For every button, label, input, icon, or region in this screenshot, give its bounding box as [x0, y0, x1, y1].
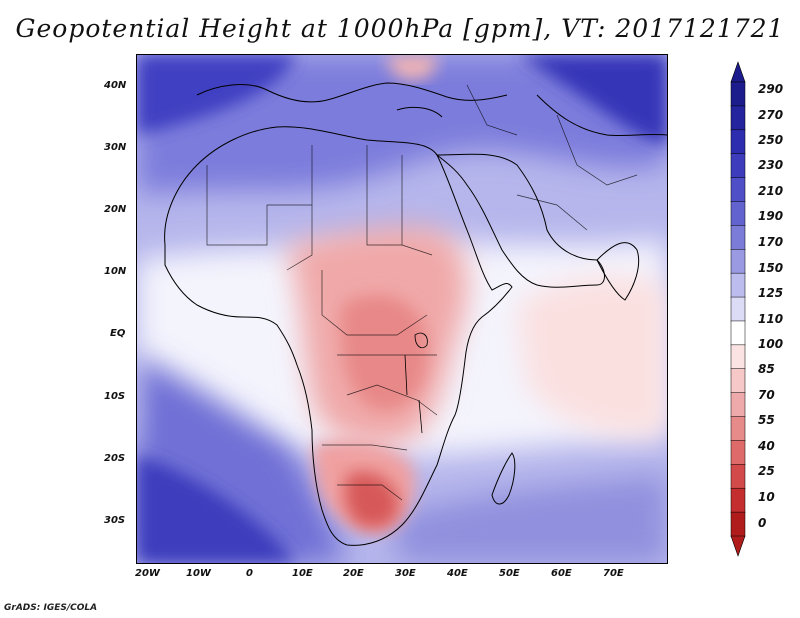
- colorbar-label-125: 125: [758, 286, 784, 300]
- colorbar-label-190: 190: [758, 209, 784, 223]
- colorbar-swatch: [730, 201, 746, 227]
- lon-label-10e: 10E: [292, 568, 313, 579]
- colorbar-label-150: 150: [758, 261, 784, 275]
- field-north-high: [137, 55, 667, 195]
- colorbar-swatch: [730, 177, 746, 203]
- field-northeast-high: [517, 55, 667, 145]
- lon-label-10w: 10W: [186, 568, 211, 579]
- field-kalahari-low: [344, 471, 399, 529]
- colorbar-swatch: [730, 487, 746, 513]
- lakes: [404, 332, 428, 434]
- lon-label-60e: 60E: [551, 568, 572, 579]
- colorbar-label-230: 230: [758, 158, 784, 172]
- colorbar-label-170: 170: [758, 235, 784, 249]
- colorbar-label-250: 250: [758, 133, 784, 147]
- colorbar-label-210: 210: [758, 184, 784, 198]
- lat-label-20s: 20S: [104, 453, 126, 464]
- colorbar-label-40: 40: [758, 439, 775, 453]
- colorbar-label-270: 270: [758, 108, 784, 122]
- colorbar-swatch: [730, 320, 746, 346]
- colorbar-swatch: [730, 129, 746, 155]
- colorbar-swatch: [730, 272, 746, 298]
- lat-label-20n: 20N: [104, 204, 127, 215]
- map-canvas: [137, 55, 667, 563]
- lon-label-0: 0: [246, 568, 253, 579]
- colorbar-label-0: 0: [758, 516, 767, 530]
- field-northwest-high: [137, 55, 297, 135]
- colorbar-swatch: [730, 511, 746, 537]
- colorbar-swatch: [730, 225, 746, 251]
- colorbar: [730, 61, 746, 557]
- grads-credit: GrADS: IGES/COLA: [4, 603, 98, 613]
- colorbar-top-arrow: [730, 61, 746, 83]
- lon-label-40e: 40E: [447, 568, 468, 579]
- colorbar-label-110: 110: [758, 312, 784, 326]
- field-southeast-high: [397, 475, 667, 563]
- lat-label-eq: EQ: [110, 328, 126, 339]
- colorbar-swatch: [730, 368, 746, 394]
- map-panel: [136, 54, 668, 564]
- field-southwest-core: [137, 455, 297, 563]
- coastlines: [164, 82, 667, 546]
- lon-label-50e: 50E: [499, 568, 520, 579]
- lat-label-10n: 10N: [104, 266, 127, 277]
- lon-label-30e: 30E: [395, 568, 416, 579]
- colorbar-label-70: 70: [758, 388, 775, 402]
- colorbar-label-100: 100: [758, 337, 784, 351]
- colorbar-label-25: 25: [758, 464, 775, 478]
- colorbar-swatch: [730, 440, 746, 466]
- colorbar-label-290: 290: [758, 82, 784, 96]
- field-indian-ocean-low: [517, 276, 667, 436]
- lat-label-30s: 30S: [104, 515, 126, 526]
- colorbar-swatch: [730, 416, 746, 442]
- colorbar-bottom-arrow: [730, 535, 746, 557]
- colorbar-swatch: [730, 464, 746, 489]
- colorbar-label-55: 55: [758, 413, 775, 427]
- lat-label-40n: 40N: [104, 80, 127, 91]
- lat-label-10s: 10S: [104, 391, 126, 402]
- lon-label-70e: 70E: [603, 568, 624, 579]
- lat-label-30n: 30N: [104, 142, 127, 153]
- colorbar-swatch: [730, 296, 746, 322]
- colorbar-label-85: 85: [758, 362, 775, 376]
- colorbar-swatch: [730, 81, 746, 107]
- field-black-sea-low: [387, 55, 437, 80]
- colorbar-label-10: 10: [758, 490, 775, 504]
- country-borders: [206, 84, 638, 501]
- lon-label-20w: 20W: [135, 568, 160, 579]
- colorbar-swatch: [730, 249, 746, 274]
- colorbar-swatch: [730, 344, 746, 370]
- colorbar-swatch: [730, 153, 746, 179]
- colorbar-swatch: [730, 105, 746, 131]
- map-title: Geopotential Height at 1000hPa [gpm], VT…: [15, 14, 785, 43]
- lon-label-20e: 20E: [343, 568, 364, 579]
- colorbar-swatch: [730, 392, 746, 418]
